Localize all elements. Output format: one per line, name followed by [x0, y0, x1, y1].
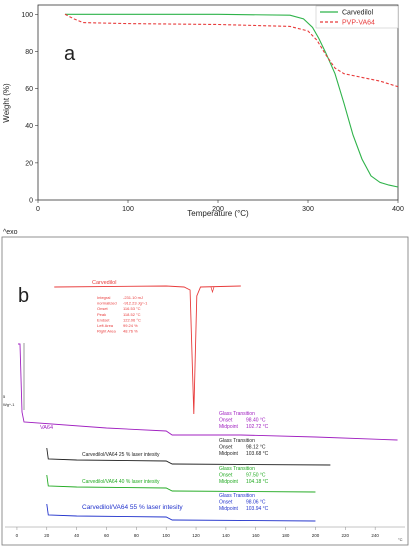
- panel-b-x-tick-label: 140: [222, 533, 230, 538]
- panel-a-y-tick-label: 80: [25, 49, 33, 56]
- panel-b-frame: [1, 236, 409, 546]
- onset-value: 98.06 °C: [246, 500, 266, 506]
- glass-transition-title: Glass Transition: [219, 466, 255, 472]
- panel-a-x-tick-label: 400: [392, 206, 404, 213]
- panel-b-x-tick-label: 160: [252, 533, 260, 538]
- midpoint-value: 104.18 °C: [246, 479, 269, 485]
- legend-label-carvedilol: Carvedilol: [342, 10, 374, 17]
- onset-label: Onset: [219, 473, 233, 479]
- panel-b-corner-label: ^exo: [3, 229, 18, 236]
- cv-va64-55-curve-label: Carvedilol/VA64 55 % laser intesity: [82, 504, 183, 511]
- series-line-carvedilol: [65, 13, 399, 188]
- glass-transition-title: Glass Transition: [219, 411, 255, 417]
- panel-b-x-unit: °C: [398, 537, 403, 542]
- panel-b-x-tick-label: 120: [192, 533, 200, 538]
- annotation-label: normalized: [97, 301, 117, 306]
- annotation-value: 48.76 %: [123, 329, 138, 334]
- annotation-label: Right Area: [97, 329, 116, 334]
- series-curve-carvedilol: [54, 285, 241, 415]
- carvedilol-annotation: Integral -231.10 mJ normalized -912.23 Jg^-…: [97, 295, 148, 334]
- onset-label: Onset: [219, 500, 233, 506]
- panel-a-x-tick-label: 300: [302, 206, 314, 213]
- panel-b-x-tick-label: 240: [371, 533, 379, 538]
- annotation-value: 122.06 °C: [123, 317, 141, 322]
- panel-a-xlabel: Temperature (°C): [187, 209, 249, 218]
- midpoint-value: 103.94 °C: [246, 506, 269, 512]
- panel-a-x-tick-label: 100: [122, 206, 134, 213]
- midpoint-value: 102.72 °C: [246, 424, 269, 430]
- panel-b-x-tick-label: 200: [312, 533, 320, 538]
- legend-label-pvp-va64: PVP-VA64: [342, 20, 375, 27]
- onset-value: 97.50 °C: [246, 473, 266, 479]
- series-curve-va64: [18, 343, 398, 441]
- annotation-value: 116.53 °C: [123, 306, 141, 311]
- panel-b-x-tick-label: 60: [104, 533, 110, 538]
- glass-transition-title: Glass Transition: [219, 493, 255, 499]
- panel-b-label: b: [18, 285, 29, 307]
- panel-a-y-tick-label: 20: [25, 160, 33, 167]
- carvedilol-minor-peak: [210, 286, 215, 294]
- onset-value: 98.40 °C: [246, 418, 266, 424]
- onset-label: Onset: [219, 418, 233, 424]
- annotation-value: -231.10 mJ: [123, 295, 143, 300]
- onset-value: 98.12 °C: [246, 445, 266, 451]
- carvedilol-curve-label: Carvedilol: [92, 280, 116, 286]
- annotation-label: Peak: [97, 312, 106, 317]
- panel-b-ylabel-top: 5: [3, 394, 6, 399]
- panel-a-legend: Carvedilol PVP-VA64: [315, 5, 399, 29]
- va64-curve-label: VA64: [40, 425, 53, 431]
- panel-b: ^exo b 5 Wg^-1 0 20 40 60 80 100 120 140 160 180 2…: [1, 229, 409, 546]
- glass-transition-title: Glass Transition: [219, 438, 255, 444]
- panel-b-x-tick-label: 80: [134, 533, 140, 538]
- series-line-pvp-va64: [64, 13, 399, 88]
- annotation-value: 118.52 °C: [123, 312, 141, 317]
- panel-a-x-tick-label: 200: [212, 206, 224, 213]
- panel-b-x-tick-label: 40: [74, 533, 80, 538]
- midpoint-label: Midpoint: [219, 479, 239, 485]
- panel-b-x-tick-label: 220: [342, 533, 350, 538]
- series-curve-cv-va64-25: [46, 447, 331, 466]
- panel-b-x-tick-label: 180: [282, 533, 290, 538]
- panel-a: 0 100 200 300 400 0 20 40 60 80 100 a Temperature…: [2, 4, 404, 218]
- panel-b-x-tick-label: 20: [44, 533, 50, 538]
- panel-b-ylabel-bottom: Wg^-1: [3, 402, 15, 407]
- panel-a-x-tick-label: 0: [36, 206, 40, 213]
- midpoint-label: Midpoint: [219, 506, 239, 512]
- panel-a-ylabel: Weight (%): [2, 83, 11, 123]
- panel-a-y-tick-label: 40: [25, 123, 33, 130]
- panel-a-y-tick-label: 60: [25, 86, 33, 93]
- annotation-label: Left Area: [97, 323, 114, 328]
- cv-va64-40-curve-label: Carvedilol/VA64 40 % laser intesity: [82, 479, 160, 485]
- series-curve-cv-va64-40: [46, 474, 316, 493]
- panel-a-y-tick-label: 0: [29, 198, 33, 205]
- annotation-label: Endset: [97, 317, 110, 322]
- midpoint-label: Midpoint: [219, 451, 239, 457]
- annotation-label: Integral: [97, 295, 110, 300]
- panel-b-x-tick-label: 0: [16, 533, 19, 538]
- panel-a-y-tick-label: 100: [21, 12, 33, 19]
- panel-a-label: a: [64, 43, 76, 65]
- onset-label: Onset: [219, 445, 233, 451]
- midpoint-label: Midpoint: [219, 424, 239, 430]
- annotation-value: 99.24 %: [123, 323, 138, 328]
- annotation-value: -912.23 Jg^-1: [123, 301, 148, 306]
- panel-b-x-tick-label: 100: [162, 533, 170, 538]
- midpoint-value: 103.68 °C: [246, 451, 269, 457]
- annotation-label: Onset: [97, 306, 109, 311]
- series-curve-cv-va64-55: [46, 503, 316, 522]
- cv-va64-25-curve-label: Carvedilol/VA64 25 % laser intesity: [82, 452, 160, 458]
